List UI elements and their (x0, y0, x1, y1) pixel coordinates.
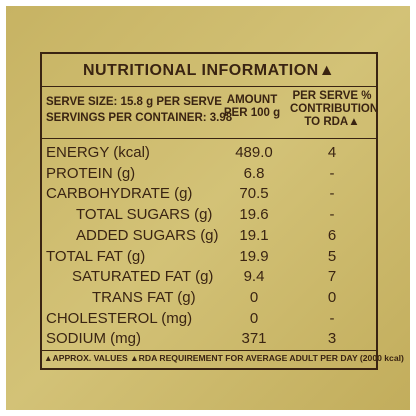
nutrient-name: TOTAL FAT (g) (46, 247, 146, 265)
amount-value: 9.4 (243, 268, 265, 286)
footer-note: ▲APPROX. VALUES ▲RDA REQUIREMENT FOR AVE… (44, 353, 404, 363)
rda-header: PER SERVE % CONTRIBUTION TO RDA▲ (290, 90, 379, 128)
amount-value: 0 (249, 309, 259, 327)
amount-value: 489.0 (235, 144, 273, 161)
nutrient-name: PROTEIN (g) (46, 164, 136, 182)
amount-value: 371 (241, 330, 267, 348)
servings: SERVINGS PER CONTAINER: 3.98 (46, 112, 233, 124)
nutrient-name: SODIUM (mg) (46, 330, 141, 348)
divider (42, 350, 376, 351)
serve-size: SERVE SIZE: 15.8 g PER SERVE (46, 96, 222, 108)
rda-value: - (329, 206, 335, 224)
amount-header: AMOUNT PER 100 g (223, 94, 281, 119)
rda-value: - (329, 309, 335, 327)
rda-value: - (329, 185, 335, 203)
rda-value: 5 (327, 247, 337, 265)
nutrient-name: CHOLESTEROL (mg) (46, 309, 193, 327)
amount-value: 0 (249, 288, 259, 306)
rda-value: 0 (327, 288, 337, 306)
rda-value: 6 (327, 226, 337, 244)
title: NUTRITIONAL INFORMATION▲ (82, 62, 336, 79)
amount-value: 19.9 (239, 247, 269, 265)
rda-value: 3 (327, 330, 337, 348)
rda-value: 4 (327, 144, 337, 161)
rda-value: 7 (327, 268, 337, 286)
divider (42, 86, 376, 87)
nutrient-name: TRANS FAT (g) (92, 288, 196, 306)
nutrient-name: ADDED SUGARS (g) (76, 226, 219, 244)
label-background: NUTRITIONAL INFORMATION▲ SERVE SIZE: 15.… (6, 6, 410, 410)
nutrient-name: ENERGY (kcal) (46, 144, 150, 161)
amount-value: 19.1 (239, 226, 269, 244)
nutrient-name: SATURATED FAT (g) (72, 268, 214, 286)
amount-value: 6.8 (243, 164, 265, 182)
amount-value: 19.6 (239, 206, 269, 224)
nutrient-name: TOTAL SUGARS (g) (76, 206, 213, 224)
rda-value: - (329, 164, 335, 182)
nutrient-name: CARBOHYDRATE (g) (46, 185, 193, 203)
amount-value: 70.5 (239, 185, 269, 203)
nutrition-panel: NUTRITIONAL INFORMATION▲ SERVE SIZE: 15.… (40, 52, 404, 370)
divider (42, 138, 376, 139)
